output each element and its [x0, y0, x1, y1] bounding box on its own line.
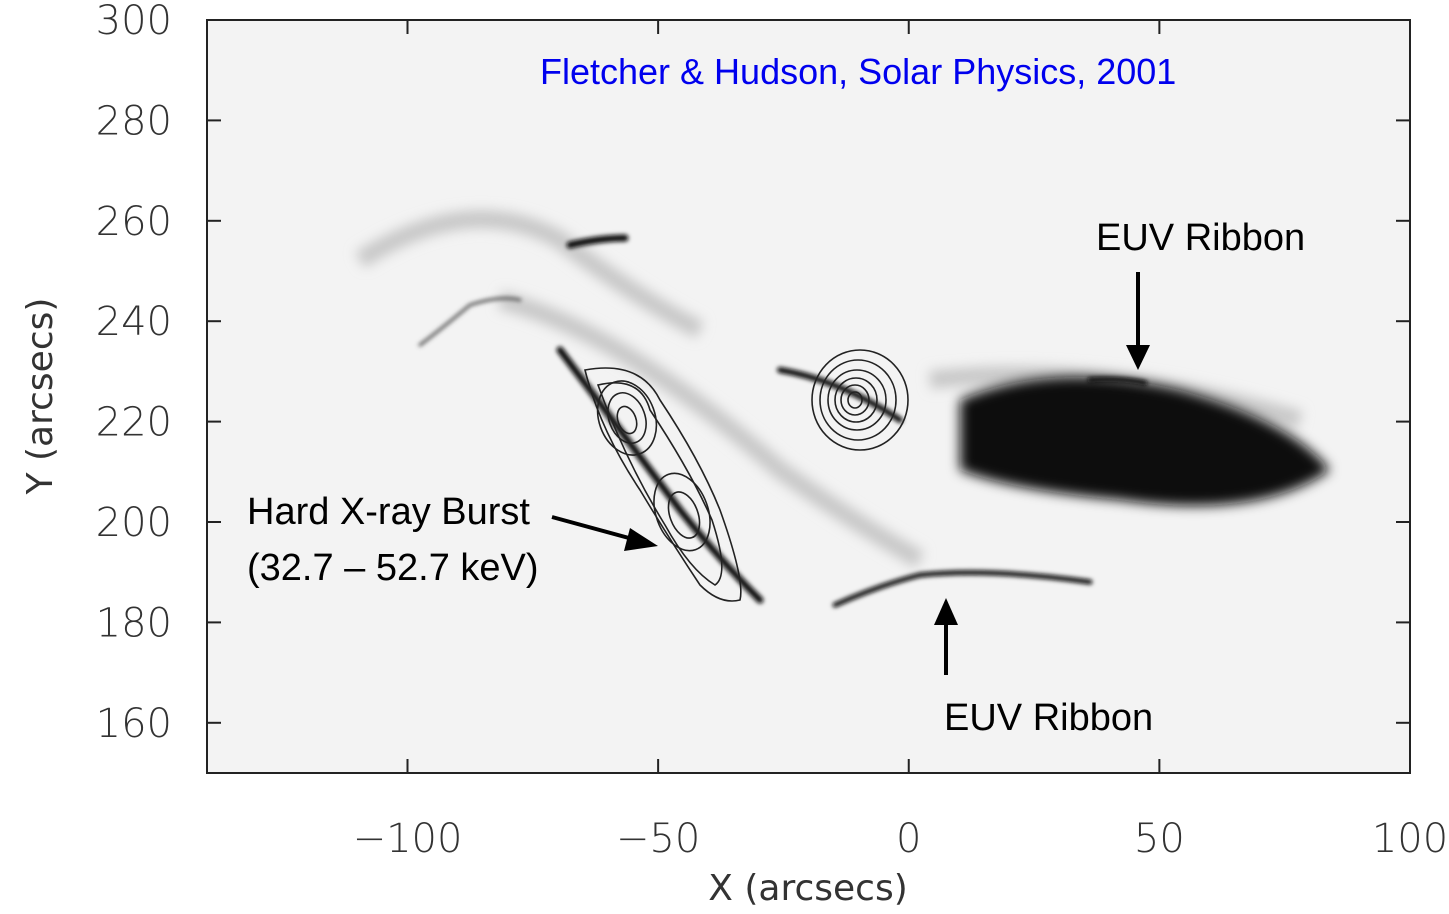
y-tick-label: 180	[96, 600, 172, 646]
chart: Fletcher & Hudson, Solar Physics, 2001 X…	[0, 0, 1449, 914]
y-tick-label: 300	[96, 0, 172, 44]
x-tick-label: 100	[1372, 816, 1448, 862]
solar-image	[207, 20, 1410, 773]
x-axis-label: X (arcsecs)	[708, 868, 908, 909]
x-tick-label: −50	[616, 816, 700, 862]
annotation: (32.7 – 52.7 keV)	[247, 547, 539, 589]
annotation: Hard X-ray Burst	[247, 491, 530, 533]
y-tick-label: 260	[96, 199, 172, 245]
x-tick-label: −100	[353, 816, 463, 862]
chart-title: Fletcher & Hudson, Solar Physics, 2001	[540, 51, 1176, 92]
y-tick-label: 200	[96, 500, 172, 546]
y-tick-label: 240	[96, 299, 172, 345]
y-tick-label: 280	[96, 98, 172, 144]
y-tick-label: 160	[96, 701, 172, 747]
y-tick-label: 220	[96, 400, 172, 446]
annotation: EUV Ribbon	[944, 697, 1153, 739]
x-tick-label: 50	[1134, 816, 1185, 862]
annotation: EUV Ribbon	[1096, 217, 1305, 259]
x-tick-label: 0	[896, 816, 921, 862]
y-axis-label: Y (arcsecs)	[20, 298, 61, 496]
